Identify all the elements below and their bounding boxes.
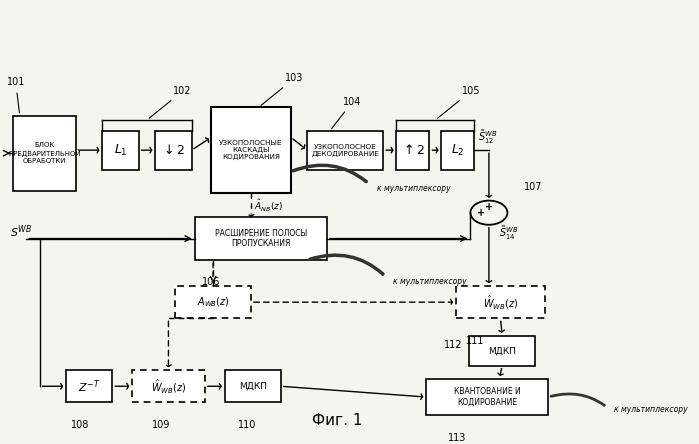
Text: $\downarrow 2$: $\downarrow 2$ bbox=[161, 143, 185, 157]
Bar bbox=[396, 131, 429, 170]
Text: КВАНТОВАНИЕ И
КОДИРОВАНИЕ: КВАНТОВАНИЕ И КОДИРОВАНИЕ bbox=[454, 387, 521, 407]
Bar bbox=[456, 286, 545, 318]
Text: $Z^{-T}$: $Z^{-T}$ bbox=[78, 378, 101, 395]
Text: МДКП: МДКП bbox=[238, 382, 267, 391]
Bar bbox=[102, 131, 138, 170]
Text: $\hat{W}_{WB}(z)$: $\hat{W}_{WB}(z)$ bbox=[151, 377, 186, 395]
Bar bbox=[66, 370, 113, 402]
Bar bbox=[175, 286, 251, 318]
Text: +: + bbox=[485, 202, 493, 212]
Text: РАСШИРЕНИЕ ПОЛОСЫ
ПРОПУСКАНИЯ: РАСШИРЕНИЕ ПОЛОСЫ ПРОПУСКАНИЯ bbox=[215, 229, 307, 248]
Bar bbox=[426, 379, 549, 416]
FancyArrowPatch shape bbox=[551, 394, 604, 405]
Text: 104: 104 bbox=[332, 97, 361, 129]
Text: УЗКОПОЛОСНОЕ
ДЕКОДИРОВАНИЕ: УЗКОПОЛОСНОЕ ДЕКОДИРОВАНИЕ bbox=[311, 143, 379, 157]
Text: УЗКОПОЛОСНЫЕ
КАСКАДЫ
КОДИРОВАНИЯ: УЗКОПОЛОСНЫЕ КАСКАДЫ КОДИРОВАНИЯ bbox=[219, 140, 283, 160]
Bar bbox=[469, 336, 535, 366]
Text: 111: 111 bbox=[466, 336, 484, 345]
Text: Фиг. 1: Фиг. 1 bbox=[312, 413, 362, 428]
Text: 108: 108 bbox=[71, 420, 89, 430]
Text: $\hat{W}_{WB}(z)$: $\hat{W}_{WB}(z)$ bbox=[483, 293, 518, 311]
Text: 101: 101 bbox=[6, 77, 25, 113]
Text: 107: 107 bbox=[524, 182, 542, 192]
Text: 102: 102 bbox=[149, 86, 192, 118]
Text: $\tilde{S}^{WB}_{14}$: $\tilde{S}^{WB}_{14}$ bbox=[499, 224, 518, 242]
Text: $\tilde{S}^{WB}_{12}$: $\tilde{S}^{WB}_{12}$ bbox=[477, 128, 497, 146]
Text: к мультиплексору: к мультиплексору bbox=[393, 277, 467, 286]
Text: $S^{WB}$: $S^{WB}$ bbox=[10, 224, 32, 240]
Text: МДКП: МДКП bbox=[488, 346, 516, 355]
Bar bbox=[155, 131, 192, 170]
Text: 103: 103 bbox=[261, 73, 304, 105]
Text: 109: 109 bbox=[152, 420, 171, 430]
Text: $\uparrow 2$: $\uparrow 2$ bbox=[401, 143, 425, 157]
Text: 113: 113 bbox=[447, 432, 466, 443]
Text: +: + bbox=[477, 208, 484, 218]
Text: $L_2$: $L_2$ bbox=[451, 143, 465, 158]
Bar bbox=[224, 370, 281, 402]
Text: 106: 106 bbox=[201, 278, 220, 287]
Text: БЛОК
ПРЕДВАРИТЕЛЬНОЙ
ОБРАБОТКИ: БЛОК ПРЕДВАРИТЕЛЬНОЙ ОБРАБОТКИ bbox=[8, 142, 81, 164]
Bar bbox=[195, 217, 327, 260]
FancyArrowPatch shape bbox=[310, 255, 383, 274]
Bar bbox=[441, 131, 475, 170]
Text: к мультиплексору: к мультиплексору bbox=[614, 405, 688, 414]
Text: $\hat{A}_{NB}(z)$: $\hat{A}_{NB}(z)$ bbox=[254, 198, 283, 214]
Text: к мультиплексору: к мультиплексору bbox=[377, 184, 450, 194]
Bar bbox=[307, 131, 383, 170]
Text: $L_1$: $L_1$ bbox=[114, 143, 127, 158]
Text: 105: 105 bbox=[438, 86, 480, 118]
Text: 110: 110 bbox=[238, 420, 257, 430]
Bar bbox=[13, 116, 76, 191]
Bar bbox=[132, 370, 205, 402]
Text: $A_{WB}(z)$: $A_{WB}(z)$ bbox=[196, 295, 229, 309]
Bar bbox=[211, 107, 291, 193]
FancyArrowPatch shape bbox=[294, 165, 366, 182]
Text: 112: 112 bbox=[444, 340, 463, 349]
